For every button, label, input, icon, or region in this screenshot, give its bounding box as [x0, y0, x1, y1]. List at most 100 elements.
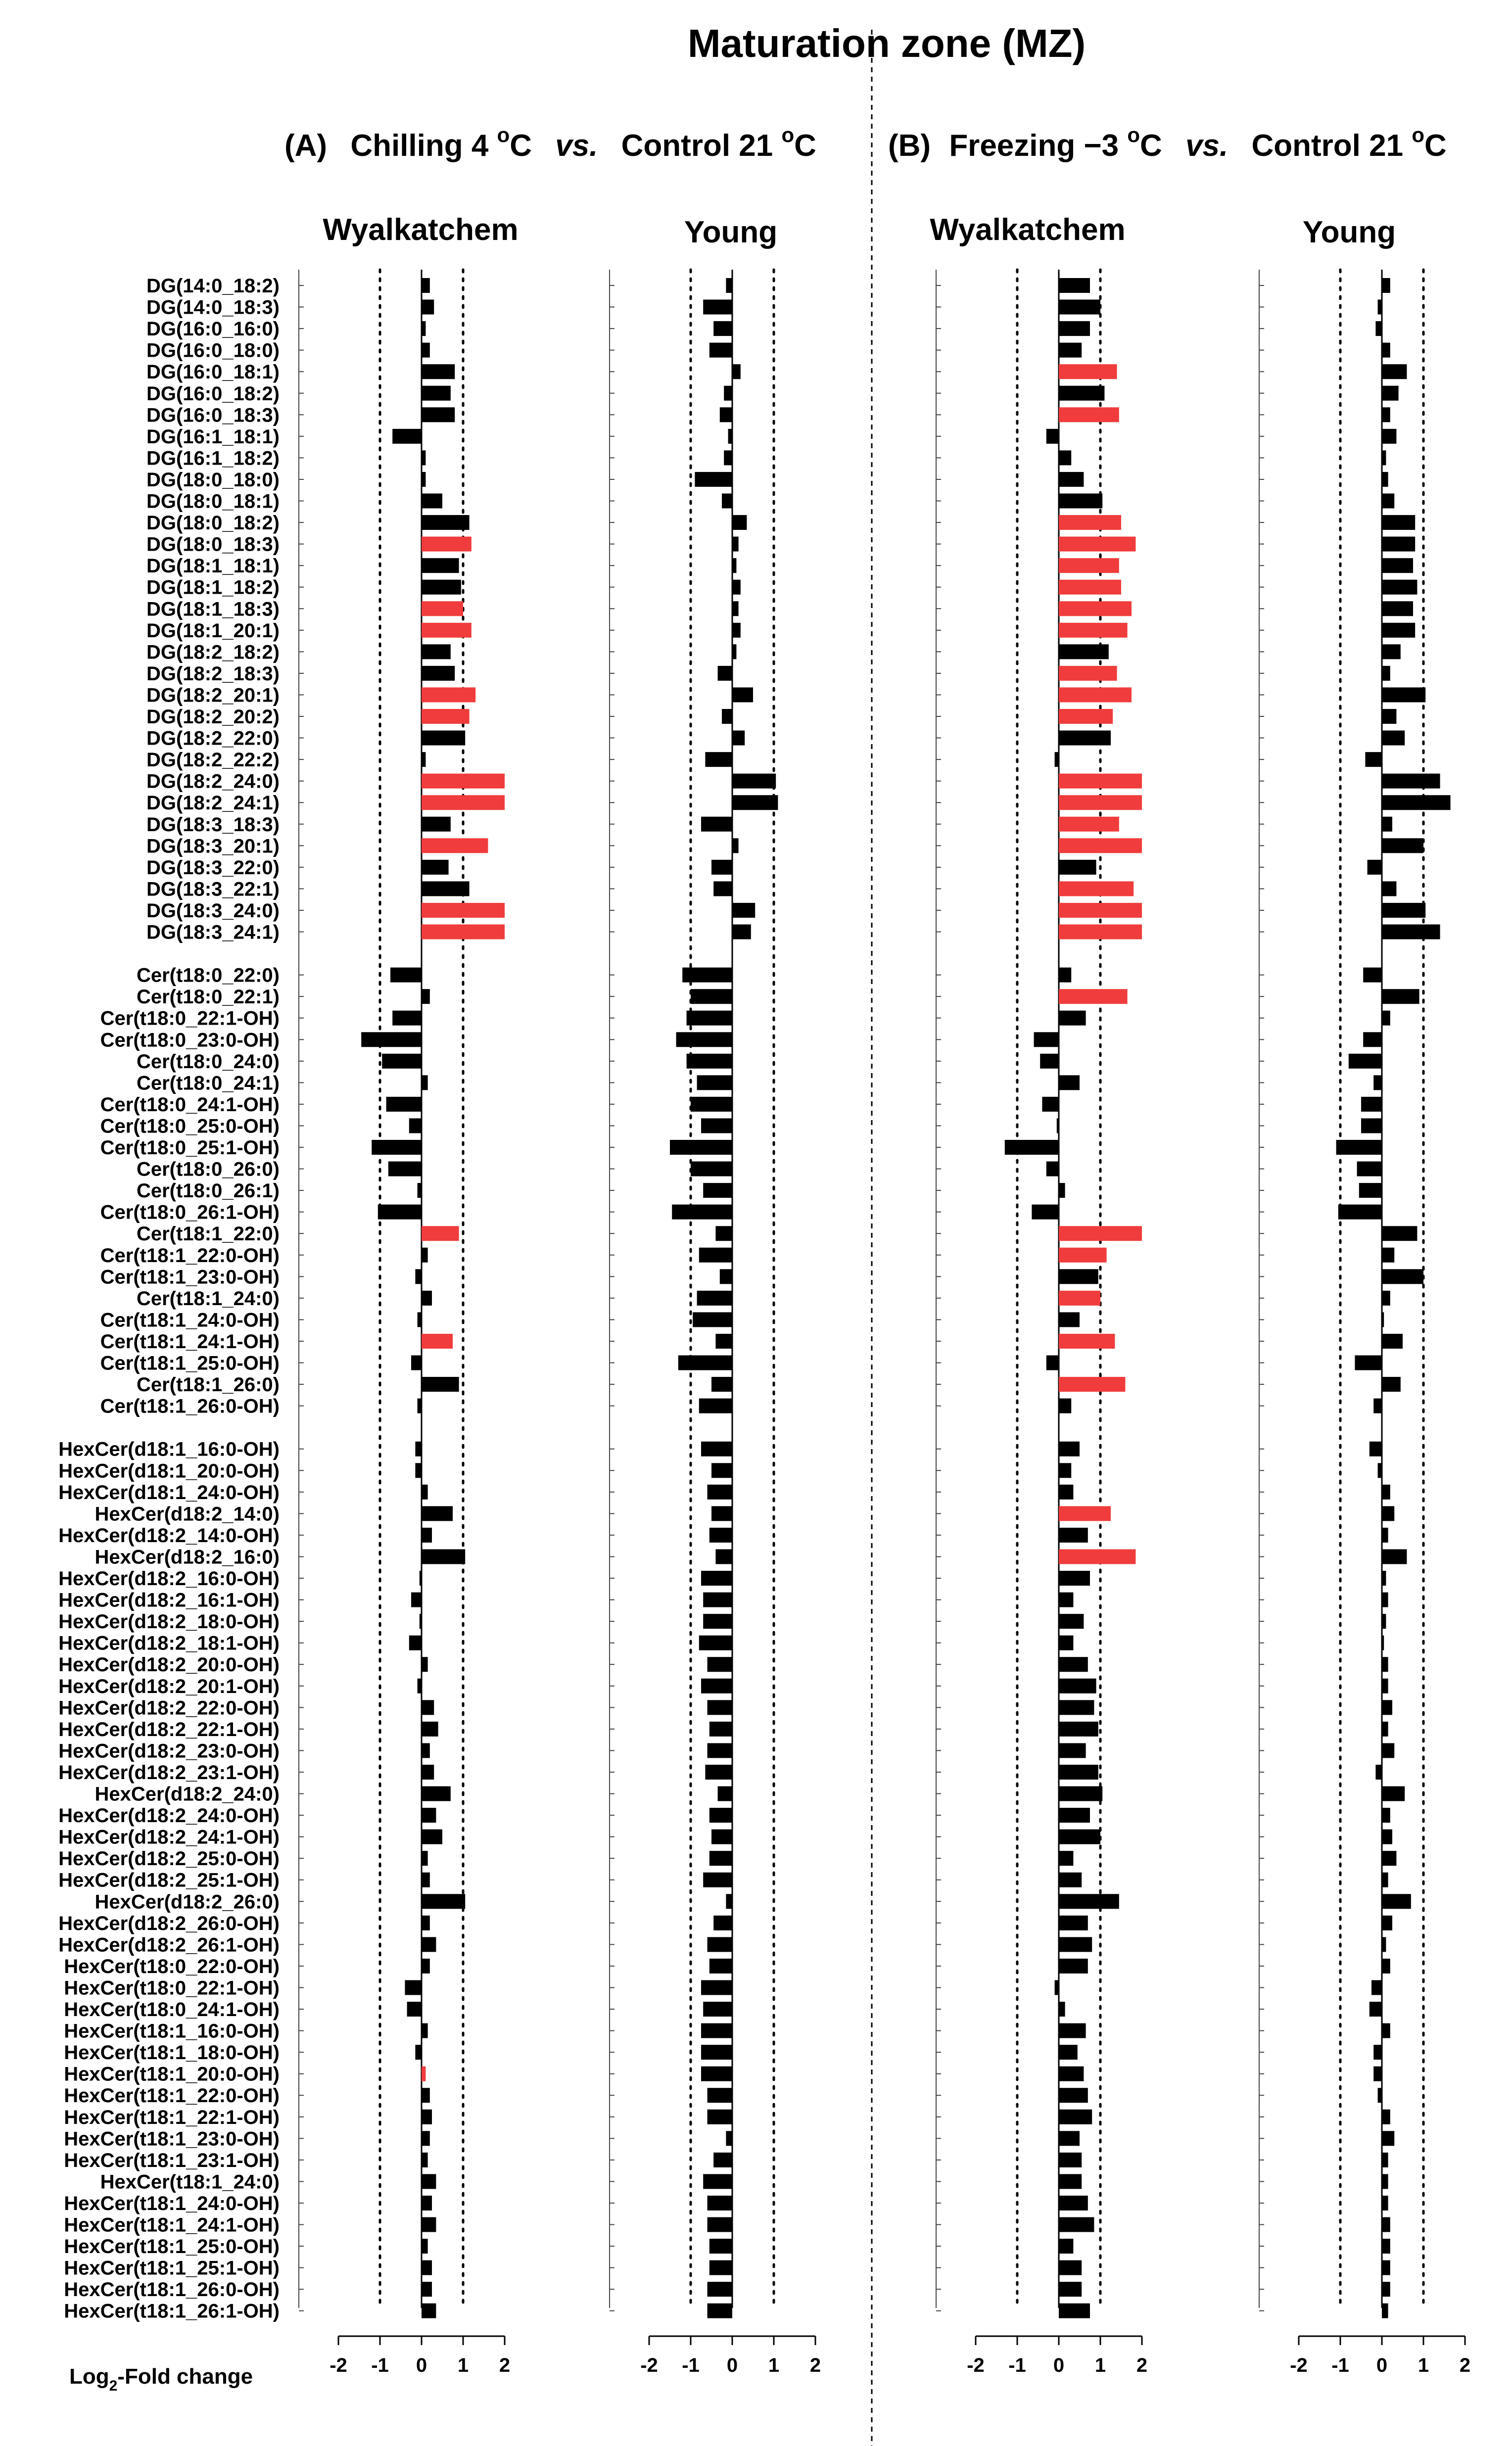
bar [1034, 1032, 1059, 1047]
bar [709, 1721, 732, 1737]
bar [1382, 471, 1388, 487]
bar [422, 709, 470, 724]
bar [1059, 773, 1142, 789]
row-label: HexCer(t18:1_26:0-OH) [64, 2279, 280, 2301]
bar [1357, 1161, 1382, 1176]
bar [422, 1851, 428, 1866]
bar [1382, 2152, 1388, 2167]
panel-b-heading: (B) Freezing −3 oC vs. Control 21 oC [888, 123, 1447, 163]
x-tick-label: 0 [1376, 2354, 1387, 2376]
row-label: Cer(t18:0_24:0) [137, 1051, 280, 1073]
bar [1382, 687, 1426, 703]
bar [707, 2282, 732, 2297]
bar [1382, 450, 1386, 466]
bar [1042, 1096, 1059, 1112]
bar [1365, 752, 1382, 767]
bar [1059, 1463, 1072, 1478]
bar [726, 2131, 732, 2146]
bar [686, 1053, 732, 1069]
row-label: DG(16:0_16:0) [146, 318, 280, 340]
bar [422, 342, 430, 358]
bar [732, 687, 753, 703]
bar [1059, 493, 1103, 509]
bar [1382, 2239, 1390, 2254]
bar [382, 1053, 422, 1069]
x-tick-label: 2 [499, 2354, 510, 2376]
bar [1059, 558, 1119, 573]
bar [707, 1937, 732, 1952]
bar [1059, 536, 1136, 552]
bar [1059, 2152, 1082, 2167]
bar [732, 579, 741, 595]
row-label: DG(16:1_18:2) [146, 447, 280, 469]
bar [701, 1118, 732, 1133]
bar [1059, 2303, 1090, 2318]
bar [1382, 989, 1419, 1004]
x-tick-label: 1 [458, 2354, 469, 2376]
bar [422, 1915, 430, 1930]
row-label: HexCer(d18:2_20:1-OH) [58, 1676, 280, 1697]
bar [1059, 278, 1090, 293]
bar [1059, 407, 1119, 423]
bar [422, 859, 449, 875]
bar [1373, 2066, 1382, 2081]
bar [422, 2303, 436, 2318]
bar [1059, 1075, 1080, 1090]
bar [422, 838, 488, 853]
bar [422, 1075, 428, 1090]
bar [1059, 1571, 1090, 1586]
bar [1382, 1226, 1418, 1241]
bar [1059, 1808, 1090, 1823]
bar [709, 2260, 732, 2275]
bar [715, 1226, 732, 1241]
row-label: HexCer(d18:2_16:0-OH) [58, 1568, 280, 1590]
row-label: HexCer(d18:2_26:0-OH) [58, 1913, 280, 1934]
bar [1377, 2088, 1382, 2103]
bar [676, 1032, 732, 1047]
bar [732, 924, 751, 940]
row-label: DG(18:2_22:0) [146, 728, 280, 750]
bar [1059, 1312, 1080, 1327]
bar [422, 2131, 430, 2146]
bar [1059, 838, 1142, 853]
bar [703, 1183, 732, 1198]
bar [699, 1635, 732, 1650]
bar [1369, 2002, 1382, 2017]
bar [672, 1204, 732, 1220]
bar [1059, 1915, 1088, 1930]
bar [422, 407, 455, 423]
bar [1382, 881, 1397, 896]
row-label: DG(16:1_18:1) [146, 426, 280, 448]
bar [422, 665, 455, 681]
bar [1059, 1484, 1074, 1500]
row-label: HexCer(d18:2_18:0-OH) [58, 1611, 280, 1633]
bar [1059, 2002, 1065, 2017]
bar [711, 1506, 732, 1521]
bar [732, 838, 739, 853]
row-label: DG(14:0_18:2) [146, 275, 280, 297]
bar [1059, 1010, 1086, 1026]
row-label: Cer(t18:0_22:1-OH) [100, 1008, 280, 1030]
bar [1059, 1721, 1098, 1737]
bar [1382, 493, 1395, 509]
bar [1059, 2217, 1094, 2232]
row-label: Cer(t18:1_26:0-OH) [100, 1396, 280, 1417]
bar [1382, 1527, 1388, 1543]
bar [1382, 622, 1416, 638]
bar [1054, 752, 1059, 767]
bar [1059, 1527, 1088, 1543]
bar [1363, 1032, 1382, 1047]
bar [719, 407, 732, 423]
bar [415, 2045, 422, 2060]
bar [1059, 2195, 1088, 2211]
bar [1361, 1118, 1382, 1133]
row-label: DG(18:2_18:3) [146, 663, 280, 685]
bar [422, 795, 505, 810]
panel-a-unit-2: C [794, 129, 816, 163]
bar [422, 579, 461, 595]
bar [1059, 1635, 1074, 1650]
bar [1059, 1872, 1082, 1887]
row-label: Cer(t18:0_26:1-OH) [100, 1202, 280, 1223]
row-label: Cer(t18:1_25:0-OH) [100, 1353, 280, 1374]
chart-title: Maturation zone (MZ) [688, 21, 1086, 65]
